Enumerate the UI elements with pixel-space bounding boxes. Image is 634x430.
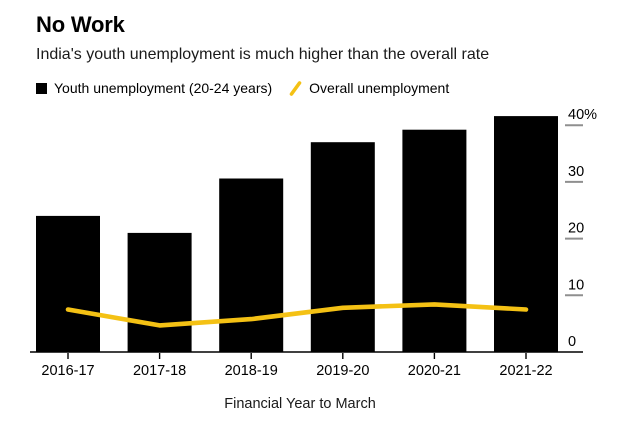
bar-2020-21[interactable] — [402, 129, 467, 352]
yellow-slash-swatch-icon — [288, 80, 302, 96]
bar-2018-19[interactable] — [219, 178, 284, 353]
y-tick-label-30: 30 — [568, 164, 584, 180]
x-tick-label-2021-22: 2021-22 — [499, 363, 552, 379]
y-tick-label-40: 40% — [568, 107, 597, 123]
chart-title: No Work — [36, 12, 125, 37]
bar-2016-17[interactable] — [36, 215, 100, 352]
x-tick-label-2017-18: 2017-18 — [133, 363, 186, 379]
x-tick-label-2018-19: 2018-19 — [225, 363, 278, 379]
overall-unemployment-line[interactable] — [65, 302, 529, 328]
black-square-swatch-icon — [36, 82, 47, 94]
x-tick-label-2016-17: 2016-17 — [41, 363, 94, 379]
legend-item-youth: Youth unemployment (20-24 years) — [36, 80, 272, 96]
legend: Youth unemployment (20-24 years) Overall… — [36, 80, 449, 96]
legend-item-overall: Overall unemployment — [288, 80, 449, 96]
y-tick-label-0: 0 — [568, 334, 576, 350]
bar-2021-22[interactable] — [494, 116, 558, 352]
y-tick-label-20: 20 — [568, 221, 584, 237]
y-tick-label-10: 10 — [568, 277, 584, 293]
x-tick-label-2019-20: 2019-20 — [316, 363, 369, 379]
bar-2019-20[interactable] — [310, 142, 375, 352]
bar-2017-18[interactable] — [127, 232, 192, 352]
legend-label-youth: Youth unemployment (20-24 years) — [54, 80, 273, 96]
legend-label-overall: Overall unemployment — [309, 80, 450, 96]
x-axis-title: Financial Year to March — [224, 396, 376, 412]
chart-subtitle: India's youth unemployment is much highe… — [36, 46, 490, 63]
x-tick-label-2020-21: 2020-21 — [408, 363, 461, 379]
